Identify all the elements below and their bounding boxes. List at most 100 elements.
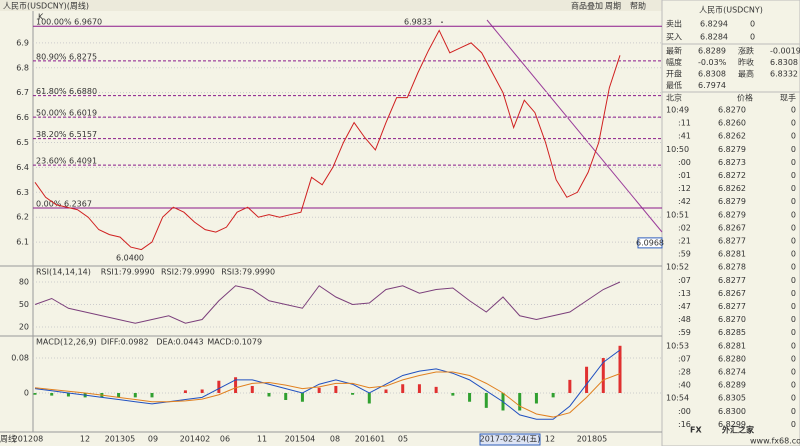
macd-bar	[468, 392, 472, 402]
macd-bar	[518, 392, 522, 411]
x-tick-label: 201208	[13, 435, 44, 444]
macd-bar	[585, 366, 589, 393]
tick-volume: 0	[791, 315, 796, 324]
macd-bar	[417, 384, 421, 393]
tick-time: :47	[678, 302, 691, 311]
toolbar	[0, 0, 662, 11]
macd-bar	[117, 392, 121, 398]
table-header: 北京	[666, 93, 682, 103]
macd-bar	[351, 392, 355, 395]
stat-label: 涨跌	[738, 46, 754, 56]
tick-price: 6.8281	[718, 250, 746, 259]
tick-price: 6.8278	[718, 263, 746, 272]
macd-bar	[618, 345, 622, 393]
tick-time: :07	[678, 354, 691, 363]
macd-bar	[484, 392, 488, 408]
x-tick-label: 11	[257, 435, 267, 444]
tick-volume: 0	[791, 394, 796, 403]
table-header: 现手	[780, 93, 796, 103]
tick-price: 6.8277	[718, 276, 746, 285]
tick-time: 10:50	[666, 145, 689, 154]
fib-label: 0.00% 6.2367	[36, 200, 92, 209]
tick-time: 10:53	[666, 341, 689, 350]
panel-title: K	[38, 13, 44, 22]
x-tick-label: 201305	[105, 435, 136, 444]
x-tick-label: 201504	[285, 435, 316, 444]
tick-price: 6.8285	[718, 328, 746, 337]
tick-volume: 0	[791, 132, 796, 141]
fib-label: 38.20% 6.5157	[36, 130, 97, 139]
tick-price: 6.8305	[718, 394, 746, 403]
quote-size: 0	[750, 20, 755, 29]
watermark-url: www.fx68.com	[750, 437, 800, 446]
macd-bar	[334, 385, 338, 393]
tool-button[interactable]: 商品叠加	[571, 1, 603, 11]
indicator-header: RSI1:79.9990	[101, 268, 155, 277]
macd-bar	[451, 392, 455, 396]
tick-price: 6.8270	[718, 106, 746, 115]
x-tick-label: 05	[398, 435, 408, 444]
tick-volume: 0	[791, 184, 796, 193]
macd-bar	[401, 384, 405, 393]
tick-price: 6.8281	[718, 341, 746, 350]
stat-value: 6.8289	[698, 47, 726, 56]
macd-line	[34, 371, 621, 418]
fib-label: 100.00% 6.9670	[36, 18, 102, 27]
tick-volume: 0	[791, 407, 796, 416]
annotation-label: 6.0968	[636, 238, 664, 247]
y-tick-label: 80	[19, 278, 29, 287]
macd-bar	[367, 392, 371, 404]
tick-price: 6.8270	[718, 315, 746, 324]
tick-volume: 0	[791, 302, 796, 311]
macd-bar	[568, 379, 572, 393]
rsi-line	[34, 281, 621, 324]
tick-volume: 0	[791, 210, 796, 219]
tick-time: :21	[678, 237, 691, 246]
tick-volume: 0	[791, 145, 796, 154]
tick-time: 10:54	[666, 394, 689, 403]
macd-bar	[183, 390, 187, 393]
fib-label: 23.60% 6.4091	[36, 157, 97, 166]
fib-label: 50.00% 6.6019	[36, 109, 97, 118]
tick-volume: 0	[791, 263, 796, 272]
stat-label: 最低	[666, 80, 682, 90]
stat-value: 6.8308	[770, 58, 798, 67]
tick-time: :12	[678, 184, 691, 193]
tool-button[interactable]: 周期	[605, 2, 621, 11]
indicator-header: RSI3:79.9990	[221, 268, 275, 277]
stat-label: 幅度	[666, 57, 682, 67]
indicator-header: RSI2:79.9990	[161, 268, 215, 277]
tick-time: :42	[678, 197, 691, 206]
tick-time: :02	[678, 223, 691, 232]
stat-value: 6.8332	[770, 70, 798, 79]
stat-value: -0.0019	[770, 47, 800, 56]
x-tick-label: 12	[80, 435, 90, 444]
tick-time: :13	[678, 289, 691, 298]
indicator-header: RSI(14,14,14)	[36, 268, 91, 277]
tick-volume: 0	[791, 237, 796, 246]
y-tick-label: 6.9	[16, 38, 29, 47]
macd-bar	[250, 385, 254, 393]
window-title: 人民币(USDCNY)(周线)	[3, 1, 89, 11]
y-tick-label: 0.08	[11, 353, 29, 362]
tick-volume: 0	[791, 158, 796, 167]
tick-price: 6.8260	[718, 119, 746, 128]
quote-label: 买入	[666, 33, 682, 42]
watermark-logo: FX	[690, 426, 702, 435]
quote-label: 卖出	[666, 19, 682, 29]
tick-volume: 0	[791, 354, 796, 363]
macd-bar	[200, 389, 204, 393]
x-tick-label: 周线	[0, 434, 16, 444]
y-tick-label: 6.2	[16, 213, 29, 222]
tick-price: 6.8262	[718, 132, 746, 141]
y-tick-label: 6.4	[16, 163, 29, 172]
tick-price: 6.8279	[718, 145, 746, 154]
tool-button[interactable]: 帮助	[630, 1, 646, 11]
macd-bar	[434, 386, 438, 393]
macd-bar	[317, 387, 321, 393]
annotation-label: 6.9833	[404, 18, 432, 27]
price-line	[34, 29, 621, 251]
tick-time: :40	[678, 381, 691, 390]
tick-volume: 0	[791, 420, 796, 429]
